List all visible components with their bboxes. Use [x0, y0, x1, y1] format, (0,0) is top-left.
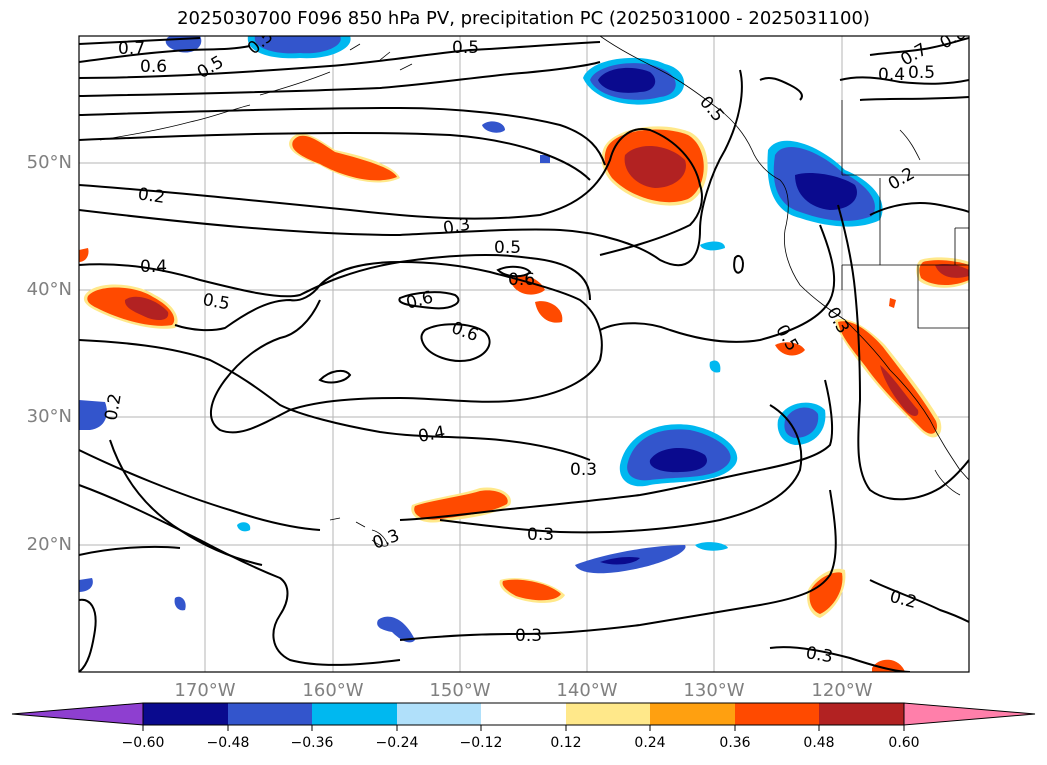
colorbar-tick-label: −0.48 [206, 735, 250, 751]
contour-label: 0.3 [527, 525, 554, 545]
map-title: 2025030700 F096 850 hPa PV, precipitatio… [177, 8, 870, 29]
lon-label: 160°W [302, 680, 364, 701]
contour-label: 0.3 [370, 526, 402, 554]
colorbar-tick-label: 0.60 [888, 735, 920, 751]
contour-label: 0.3 [442, 215, 472, 239]
contour-label: 0.3 [515, 626, 542, 646]
colorbar-segment [143, 703, 228, 725]
colorbar-tick-label: −0.36 [290, 735, 334, 751]
contour-label: 0.2 [137, 184, 167, 208]
colorbar-segment [735, 703, 819, 725]
contour-label: 0.5 [494, 238, 521, 258]
map-frame [78, 35, 970, 673]
contour-label: 0.5 [194, 52, 227, 83]
contour-label: 0.7 [118, 39, 145, 59]
colorbar-tick-label: −0.12 [459, 735, 503, 751]
contour-label: 0.5 [908, 63, 935, 83]
contour-label: 0.3 [570, 460, 597, 480]
contour-label: 0.2 [101, 392, 125, 422]
colorbar-segment [819, 703, 904, 725]
colorbar-segment [228, 703, 312, 725]
pv-contours [79, 37, 969, 672]
lat-label: 20°N [26, 534, 72, 555]
colorbar-segment [650, 703, 735, 725]
contour-label: 0.6 [449, 318, 481, 346]
contour-label: 0.6 [404, 287, 435, 313]
map-area: 0.7 0.6 0.5 0.5 0.5 0.7 0.8 0.4 0.5 0.5 … [79, 23, 970, 672]
colorbar-segment [481, 703, 566, 725]
colorbar-segment [566, 703, 650, 725]
colorbar [11, 702, 1036, 731]
colorbar-tick-label: −0.60 [121, 735, 165, 751]
lon-label: 120°W [811, 680, 873, 701]
contour-label: 0.5 [452, 38, 479, 58]
colorbar-segment [312, 703, 397, 725]
lon-label: 150°W [429, 680, 491, 701]
lon-label: 170°W [174, 680, 236, 701]
contour-label: 0.4 [878, 65, 905, 85]
colorbar-extend-high [903, 702, 1036, 726]
contour-label: 0.5 [201, 290, 231, 314]
colorbar-extend-low [11, 702, 144, 726]
lat-label: 50°N [26, 152, 72, 173]
contour-label: 0.6 [140, 57, 167, 77]
colorbar-tick-label: 0.12 [550, 735, 582, 751]
contour-label: 0.6 [508, 270, 535, 290]
colorbar-tick-label: 0.48 [803, 735, 835, 751]
lat-label: 30°N [26, 406, 72, 427]
positive-precip-areas [79, 126, 969, 672]
contour-label: 0.3 [804, 643, 834, 667]
lon-label: 130°W [683, 680, 745, 701]
contour-label: 0.4 [417, 423, 447, 447]
contour-label: 0.2 [885, 164, 918, 195]
colorbar-tick-label: −0.24 [375, 735, 419, 751]
colorbar-tick-label: 0.24 [634, 735, 666, 751]
contour-label: 0.5 [695, 92, 728, 126]
lon-label: 140°W [556, 680, 618, 701]
contour-label: 0.4 [140, 257, 167, 277]
colorbar-tick-label: 0.36 [719, 735, 751, 751]
contour-label: 0.8 [937, 23, 970, 54]
colorbar-segment [397, 703, 481, 725]
lat-label: 40°N [26, 279, 72, 300]
contour-label: 0.2 [887, 587, 918, 613]
